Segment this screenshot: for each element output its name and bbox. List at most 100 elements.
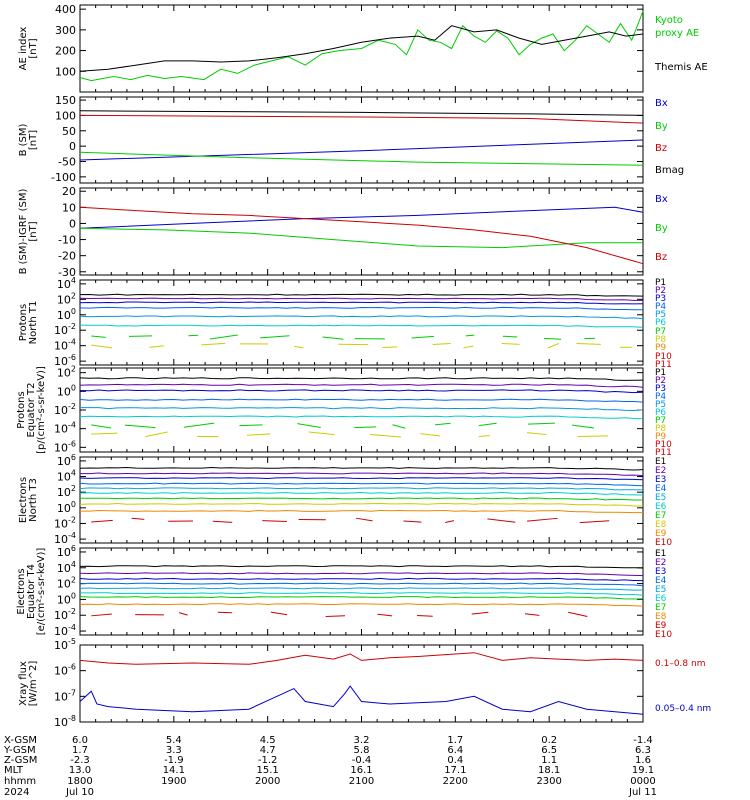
y-tick-label: 400 bbox=[55, 3, 76, 16]
series-P7 bbox=[91, 422, 595, 429]
y-axis-label: B (SM) bbox=[18, 123, 29, 156]
y-tick-label: 106 bbox=[57, 453, 76, 468]
orbit-row-label: Y-GSM bbox=[3, 745, 36, 756]
orbit-cell: 4.5 bbox=[260, 735, 276, 746]
legend-label: P10 bbox=[655, 440, 672, 450]
legend-label: Bmag bbox=[655, 165, 684, 176]
series-line bbox=[79, 297, 643, 301]
y-axis-label: [nT] bbox=[28, 130, 39, 150]
orbit-cell: 6.4 bbox=[447, 745, 463, 756]
series-line bbox=[79, 139, 644, 161]
legend-label: P2 bbox=[655, 376, 666, 386]
series-P7 bbox=[91, 334, 595, 340]
legend-label: E2 bbox=[655, 466, 666, 476]
y-tick-label: 10-7 bbox=[54, 688, 76, 703]
series-segment bbox=[91, 613, 112, 617]
orbit-cell: 1.7 bbox=[72, 745, 88, 756]
y-tick-label: -10 bbox=[58, 234, 76, 247]
series-E7 bbox=[79, 596, 644, 600]
electrons_north-axes-frame bbox=[79, 456, 644, 544]
legend-label: P7 bbox=[655, 416, 666, 426]
y-axis-label: Equator T4 bbox=[26, 564, 37, 619]
series-segment bbox=[572, 424, 595, 429]
series-segment bbox=[392, 424, 406, 429]
y-tick-label: 200 bbox=[55, 45, 76, 58]
legend-label: E2 bbox=[655, 558, 666, 568]
series-segment bbox=[432, 343, 451, 346]
series-line bbox=[80, 407, 644, 412]
series-P5 bbox=[79, 315, 644, 320]
y-tick-label: 102 bbox=[57, 576, 76, 591]
legend-label: P9 bbox=[655, 343, 666, 353]
legend-label: P11 bbox=[655, 448, 672, 458]
series-line bbox=[79, 415, 644, 420]
series-line bbox=[79, 206, 644, 229]
y-axis-label: Protons bbox=[16, 391, 27, 428]
series-line bbox=[79, 652, 644, 665]
orbit-cell: -1.4 bbox=[633, 735, 653, 746]
y-tick-label: 0 bbox=[69, 217, 76, 230]
legend-label: Bx bbox=[655, 98, 668, 109]
series-E1 bbox=[79, 565, 644, 569]
orbit-row-label: hhmm bbox=[4, 776, 36, 787]
series-E10 bbox=[91, 517, 610, 524]
y-tick-label: 104 bbox=[57, 276, 76, 291]
series-segment bbox=[526, 432, 547, 436]
series-segment bbox=[297, 423, 321, 428]
legend-label: E4 bbox=[655, 576, 667, 586]
series-0.05–0.4 nm bbox=[79, 685, 644, 715]
series-segment bbox=[322, 336, 344, 340]
bsm_igrf-panel: -30 -20 -10 0 10 20 B (SM)-IGRF (SM) [nT] Bx By Bz bbox=[18, 185, 668, 279]
orbit-cell: 1.6 bbox=[635, 755, 651, 766]
protons_north-axes-frame bbox=[79, 279, 644, 366]
series-line bbox=[79, 377, 644, 381]
series-segment bbox=[576, 343, 601, 345]
series-segment bbox=[209, 334, 238, 340]
series-line bbox=[79, 206, 644, 265]
series-line bbox=[80, 592, 644, 596]
orbit-row-label: X-GSM bbox=[4, 735, 37, 746]
y-tick-label: 100 bbox=[57, 383, 76, 398]
series-By bbox=[79, 227, 643, 249]
series-line bbox=[79, 502, 644, 507]
series-line bbox=[79, 487, 644, 491]
orbit-cell: 1900 bbox=[161, 776, 186, 787]
legend-label: Themis AE bbox=[654, 62, 708, 73]
legend-label: P10 bbox=[655, 352, 672, 362]
orbit-cell: 5.4 bbox=[166, 735, 182, 746]
legend-label: P3 bbox=[655, 294, 666, 304]
series-P8 bbox=[91, 342, 632, 349]
series-line bbox=[79, 497, 643, 501]
series-P6 bbox=[79, 415, 644, 420]
y-tick-label: 104 bbox=[57, 469, 76, 484]
series-line bbox=[79, 482, 644, 487]
y-tick-label: 10-4 bbox=[54, 338, 76, 353]
series-line bbox=[79, 565, 644, 569]
y-tick-label: 150 bbox=[55, 94, 76, 107]
y-axis-label: [p/(cm²-s-sr-keV)] bbox=[36, 366, 47, 454]
legend-label: P7 bbox=[655, 327, 666, 337]
series-E6 bbox=[79, 491, 644, 496]
y-tick-label: -30 bbox=[58, 266, 76, 279]
y-tick-label: 102 bbox=[57, 291, 76, 306]
legend-label: E8 bbox=[655, 612, 667, 622]
y-axis-label: North T3 bbox=[28, 478, 39, 522]
y-tick-label: 0 bbox=[69, 140, 76, 153]
series-E5 bbox=[79, 587, 643, 591]
series-segment bbox=[527, 422, 555, 425]
series-segment bbox=[325, 615, 346, 617]
series-segment bbox=[403, 520, 422, 523]
series-E8 bbox=[79, 502, 644, 507]
series-line bbox=[79, 383, 644, 388]
series-segment bbox=[478, 422, 497, 427]
y-tick-label: 10-2 bbox=[54, 322, 76, 337]
orbit-cell: 2100 bbox=[349, 776, 374, 787]
series-segment bbox=[145, 431, 168, 438]
orbit-cell: -1.2 bbox=[258, 755, 278, 766]
y-tick-label: 10-2 bbox=[54, 402, 76, 417]
legend-label: E7 bbox=[655, 603, 666, 613]
series-segment bbox=[294, 345, 304, 349]
y-tick-label: 106 bbox=[57, 544, 76, 559]
y-axis-label: Protons bbox=[18, 304, 29, 341]
